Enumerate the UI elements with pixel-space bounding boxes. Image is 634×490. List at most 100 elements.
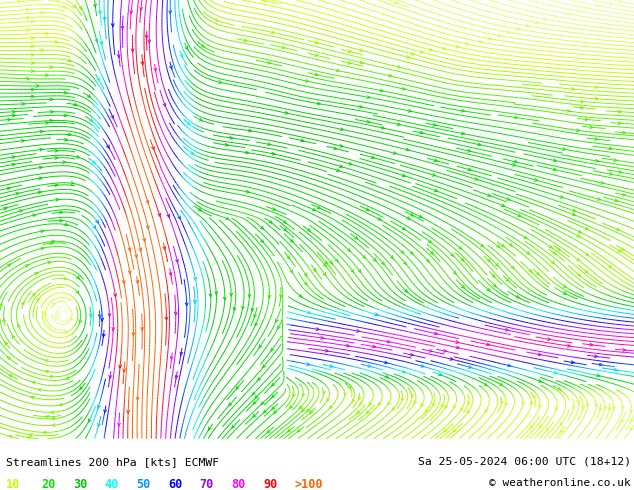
FancyArrowPatch shape <box>88 419 91 422</box>
FancyArrowPatch shape <box>174 312 177 315</box>
FancyArrowPatch shape <box>367 96 370 98</box>
FancyArrowPatch shape <box>577 401 580 403</box>
FancyArrowPatch shape <box>458 246 462 249</box>
FancyArrowPatch shape <box>136 280 139 283</box>
FancyArrowPatch shape <box>185 47 188 49</box>
FancyArrowPatch shape <box>242 306 245 309</box>
FancyArrowPatch shape <box>31 37 34 39</box>
FancyArrowPatch shape <box>485 409 488 413</box>
FancyArrowPatch shape <box>310 411 313 413</box>
FancyArrowPatch shape <box>80 387 83 390</box>
FancyArrowPatch shape <box>398 123 400 125</box>
FancyArrowPatch shape <box>443 349 446 352</box>
FancyArrowPatch shape <box>158 213 160 217</box>
FancyArrowPatch shape <box>180 352 183 355</box>
FancyArrowPatch shape <box>0 303 2 307</box>
FancyArrowPatch shape <box>330 365 333 368</box>
FancyArrowPatch shape <box>351 269 354 272</box>
FancyArrowPatch shape <box>411 394 413 397</box>
FancyArrowPatch shape <box>255 322 257 326</box>
FancyArrowPatch shape <box>517 27 519 30</box>
FancyArrowPatch shape <box>573 209 576 212</box>
FancyArrowPatch shape <box>290 270 292 273</box>
FancyArrowPatch shape <box>56 0 59 2</box>
FancyArrowPatch shape <box>381 126 384 129</box>
FancyArrowPatch shape <box>346 344 349 347</box>
FancyArrowPatch shape <box>64 114 67 117</box>
FancyArrowPatch shape <box>31 20 34 23</box>
FancyArrowPatch shape <box>498 34 501 37</box>
FancyArrowPatch shape <box>630 409 633 412</box>
FancyArrowPatch shape <box>349 163 352 165</box>
FancyArrowPatch shape <box>113 294 117 297</box>
FancyArrowPatch shape <box>89 119 93 122</box>
FancyArrowPatch shape <box>283 228 287 231</box>
FancyArrowPatch shape <box>434 159 437 162</box>
FancyArrowPatch shape <box>141 62 144 65</box>
FancyArrowPatch shape <box>274 411 277 413</box>
FancyArrowPatch shape <box>315 73 318 76</box>
FancyArrowPatch shape <box>18 0 20 3</box>
FancyArrowPatch shape <box>500 383 503 386</box>
FancyArrowPatch shape <box>516 295 519 298</box>
FancyArrowPatch shape <box>317 102 320 105</box>
Text: 50: 50 <box>136 478 150 490</box>
FancyArrowPatch shape <box>32 294 35 296</box>
FancyArrowPatch shape <box>70 317 74 320</box>
FancyArrowPatch shape <box>107 145 109 148</box>
FancyArrowPatch shape <box>254 314 257 317</box>
FancyArrowPatch shape <box>330 406 332 409</box>
FancyArrowPatch shape <box>171 357 173 360</box>
FancyArrowPatch shape <box>595 98 598 100</box>
FancyArrowPatch shape <box>496 263 498 266</box>
FancyArrowPatch shape <box>404 262 406 265</box>
FancyArrowPatch shape <box>549 245 552 248</box>
FancyArrowPatch shape <box>478 143 481 146</box>
FancyArrowPatch shape <box>36 298 39 301</box>
FancyArrowPatch shape <box>50 98 53 101</box>
FancyArrowPatch shape <box>315 41 318 44</box>
FancyArrowPatch shape <box>450 358 453 360</box>
FancyArrowPatch shape <box>315 54 318 56</box>
FancyArrowPatch shape <box>337 69 339 72</box>
FancyArrowPatch shape <box>479 40 482 43</box>
FancyArrowPatch shape <box>163 103 165 106</box>
FancyArrowPatch shape <box>360 61 363 64</box>
FancyArrowPatch shape <box>548 338 550 341</box>
FancyArrowPatch shape <box>339 165 342 168</box>
FancyArrowPatch shape <box>468 149 470 152</box>
FancyArrowPatch shape <box>313 208 316 211</box>
FancyArrowPatch shape <box>411 52 414 55</box>
FancyArrowPatch shape <box>7 187 10 190</box>
FancyArrowPatch shape <box>375 313 378 316</box>
Text: 80: 80 <box>231 478 245 490</box>
FancyArrowPatch shape <box>281 46 285 49</box>
FancyArrowPatch shape <box>522 402 525 405</box>
FancyArrowPatch shape <box>601 181 604 184</box>
FancyArrowPatch shape <box>46 416 49 418</box>
FancyArrowPatch shape <box>402 87 405 90</box>
FancyArrowPatch shape <box>60 211 63 214</box>
FancyArrowPatch shape <box>40 130 43 133</box>
FancyArrowPatch shape <box>299 406 302 409</box>
FancyArrowPatch shape <box>371 156 374 158</box>
FancyArrowPatch shape <box>454 405 456 408</box>
FancyArrowPatch shape <box>501 400 503 404</box>
FancyArrowPatch shape <box>512 164 515 166</box>
FancyArrowPatch shape <box>407 217 410 219</box>
FancyArrowPatch shape <box>112 327 115 330</box>
FancyArrowPatch shape <box>307 363 310 366</box>
FancyArrowPatch shape <box>12 156 15 159</box>
FancyArrowPatch shape <box>244 39 247 42</box>
FancyArrowPatch shape <box>540 425 542 428</box>
FancyArrowPatch shape <box>567 344 571 347</box>
FancyArrowPatch shape <box>414 401 417 404</box>
FancyArrowPatch shape <box>487 288 490 291</box>
FancyArrowPatch shape <box>410 353 413 356</box>
FancyArrowPatch shape <box>27 28 29 31</box>
FancyArrowPatch shape <box>3 319 6 322</box>
FancyArrowPatch shape <box>585 253 588 256</box>
FancyArrowPatch shape <box>215 19 218 21</box>
FancyArrowPatch shape <box>307 409 310 412</box>
FancyArrowPatch shape <box>22 102 25 105</box>
